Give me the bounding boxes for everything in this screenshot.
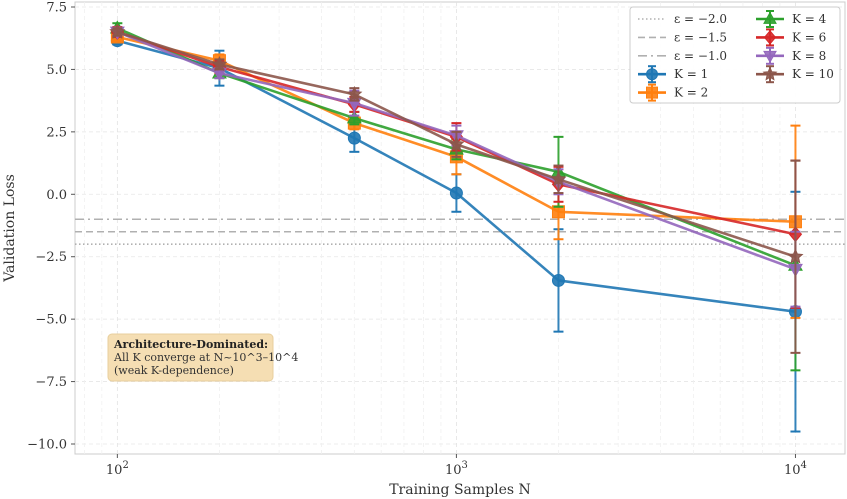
legend-label: K = 2 (674, 86, 708, 100)
x-axis: 102 103 104 (106, 454, 807, 478)
legend-label: K = 6 (792, 30, 826, 44)
x-tick-exponent: 2 (122, 460, 128, 471)
annotation-box: Architecture-Dominated: All K converge a… (107, 333, 298, 382)
series-line (117, 39, 796, 313)
legend-entry: K = 10 (756, 65, 834, 84)
series-layer (109, 20, 804, 433)
y-axis-label: Validation Loss (2, 174, 18, 283)
legend-marker (646, 86, 658, 99)
x-tick-exponent: 3 (461, 460, 467, 471)
y-tick-label: 7.5 (46, 0, 67, 15)
legend-entry: K = 4 (756, 10, 827, 28)
legend-marker (646, 68, 658, 81)
data-point (211, 55, 228, 72)
legend: ε = −2.0 ε = −1.5 ε = −1.0 K = 1 K = 2 K = 4 K… (629, 6, 841, 104)
data-point (551, 273, 565, 287)
legend-entry: K = 1 (638, 65, 708, 84)
x-tick-exponent: 4 (801, 460, 807, 471)
data-point (550, 170, 567, 187)
legend-label: K = 4 (792, 12, 827, 26)
y-tick-label: 5.0 (46, 63, 67, 78)
data-point (346, 110, 362, 124)
y-tick-label: −2.5 (35, 250, 67, 265)
legend-marker (763, 50, 777, 64)
x-tick-label: 104 (784, 460, 807, 478)
data-point (449, 186, 463, 200)
x-axis-label: Training Samples N (389, 482, 531, 498)
y-tick-label: −10.0 (27, 438, 67, 453)
legend-label: K = 1 (674, 67, 708, 81)
y-tick-label: 0.0 (46, 188, 67, 203)
legend-entry: ε = −2.0 (638, 12, 727, 26)
y-tick-label: −7.5 (35, 375, 67, 390)
annotation-line-2: (weak K-dependence) (114, 364, 234, 377)
legend-entry: K = 8 (756, 46, 826, 65)
y-tick-label: −5.0 (35, 313, 67, 328)
annotation-title: Architecture-Dominated: (113, 338, 268, 351)
legend-label: ε = −1.0 (674, 49, 727, 63)
x-tick-label: 102 (106, 460, 129, 478)
data-point (347, 131, 361, 145)
annotation-line-1: All K converge at N~10^3–10^4 (113, 351, 298, 364)
annotation-background (107, 333, 274, 382)
legend-entry: ε = −1.0 (638, 49, 727, 63)
legend-marker (763, 30, 777, 45)
data-point (448, 135, 465, 152)
series-line (116, 30, 796, 258)
legend-frame (629, 6, 841, 104)
y-tick-label: 2.5 (46, 125, 67, 140)
legend-label: K = 10 (792, 67, 834, 81)
series-line (117, 35, 796, 224)
legend-entry: ε = −1.5 (638, 30, 727, 44)
legend-label: K = 8 (792, 49, 826, 63)
data-point (109, 23, 126, 39)
legend-label: ε = −2.0 (674, 12, 727, 26)
data-point (346, 85, 363, 102)
series-6 (109, 23, 804, 354)
y-axis: 7.5 5.0 2.5 0.0 −2.5 −5.0 −7.5 −10.0 (27, 0, 75, 453)
data-point (787, 248, 804, 264)
x-tick-label: 103 (445, 460, 468, 478)
legend-marker (762, 66, 778, 81)
legend-marker (763, 11, 777, 24)
legend-entry: K = 6 (756, 28, 826, 47)
legend-entry: K = 2 (638, 83, 708, 102)
legend-label: ε = −1.5 (674, 30, 727, 44)
